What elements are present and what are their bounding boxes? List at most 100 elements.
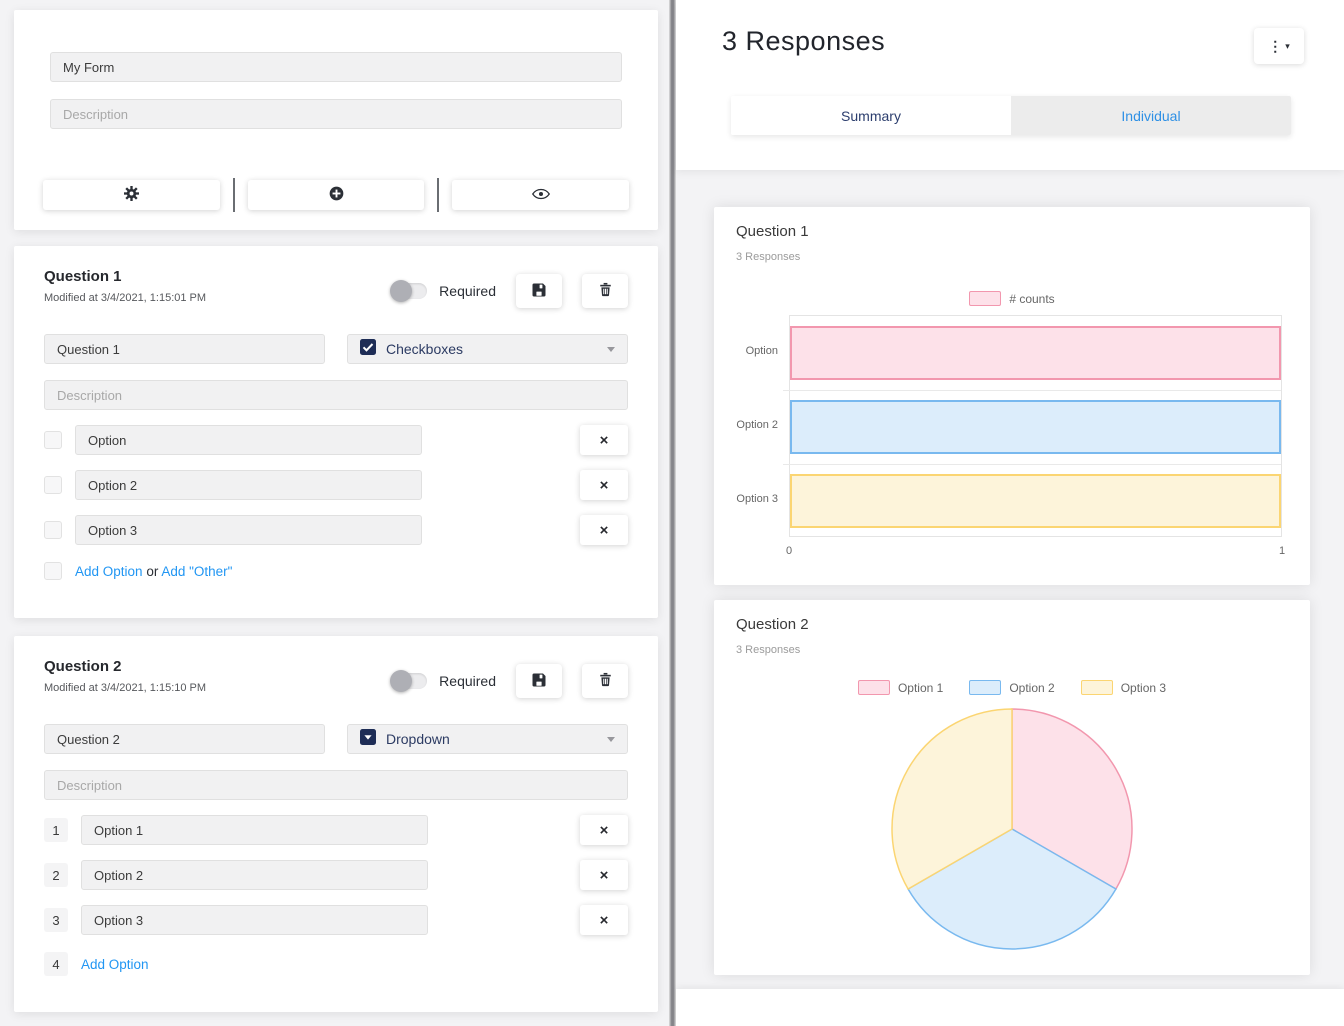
add-option-link[interactable]: Add Option — [81, 956, 149, 972]
add-option-row: Add Option or Add "Other" — [44, 562, 628, 580]
question-modified-timestamp: Modified at 3/4/2021, 1:15:10 PM — [44, 682, 207, 694]
legend-item[interactable]: Option 3 — [1080, 680, 1166, 695]
legend-swatch — [969, 291, 1002, 306]
bar-row — [790, 464, 1281, 538]
option-row: 3 × — [44, 905, 628, 935]
option-checkbox[interactable] — [44, 562, 62, 580]
preview-button[interactable] — [452, 180, 630, 210]
question-card-1: Question 1 Modified at 3/4/2021, 1:15:01… — [14, 246, 658, 618]
responses-tabs: Summary Individual — [731, 96, 1291, 135]
question-heading: Question 1 — [44, 268, 122, 285]
save-question-button[interactable] — [516, 664, 562, 698]
legend-item[interactable]: Option 2 — [969, 680, 1055, 695]
trash-icon — [598, 282, 613, 300]
plus-circle-icon — [329, 186, 344, 204]
option-checkbox[interactable] — [44, 521, 62, 539]
question-type-value: Dropdown — [386, 731, 450, 747]
save-question-button[interactable] — [516, 274, 562, 308]
responses-header: 3 Responses ⋮ ▾ Summary Individual — [676, 0, 1344, 170]
responses-footer-strip — [676, 989, 1344, 1026]
option-row: 1 × — [44, 815, 628, 845]
bar-row — [790, 390, 1281, 464]
question-description-input[interactable] — [44, 380, 628, 410]
chevron-down-icon — [607, 346, 615, 352]
pie-slice[interactable] — [891, 708, 1013, 891]
pie-slice[interactable] — [907, 828, 1117, 950]
responses-title: 3 Responses — [722, 26, 886, 56]
legend-swatch — [969, 680, 1002, 695]
question1-summary-card: Question 1 3 Responses # counts Option O… — [714, 207, 1310, 585]
add-other-link[interactable]: Add "Other" — [161, 563, 233, 579]
required-toggle[interactable] — [390, 280, 428, 302]
option-input[interactable] — [81, 815, 428, 845]
option-input[interactable] — [81, 905, 428, 935]
chevron-down-icon — [607, 736, 615, 742]
tab-individual[interactable]: Individual — [1011, 96, 1291, 135]
toggle-knob — [390, 670, 413, 692]
gridline — [783, 464, 1281, 465]
panel-splitter[interactable] — [669, 0, 676, 1026]
option-input[interactable] — [75, 425, 422, 455]
required-label: Required — [439, 673, 496, 689]
delete-question-button[interactable] — [582, 664, 628, 698]
question-title-input[interactable] — [44, 334, 325, 364]
remove-option-button[interactable]: × — [580, 905, 628, 935]
remove-option-button[interactable]: × — [580, 515, 628, 545]
option-row: × — [44, 470, 628, 500]
form-description-input[interactable] — [50, 99, 622, 129]
add-question-button[interactable] — [247, 180, 425, 210]
legend-item[interactable]: # counts — [969, 291, 1055, 306]
pie-slice[interactable] — [1011, 708, 1133, 891]
form-header-card — [14, 10, 658, 230]
toolbar-divider — [437, 178, 440, 212]
gear-icon — [123, 186, 139, 204]
form-builder-panel: Question 1 Modified at 3/4/2021, 1:15:01… — [0, 0, 670, 1026]
remove-option-button[interactable]: × — [580, 860, 628, 890]
chart-title: Question 2 — [736, 616, 809, 633]
tab-summary[interactable]: Summary — [731, 96, 1011, 135]
y-axis-label: Option 2 — [736, 419, 778, 431]
option-checkbox[interactable] — [44, 476, 62, 494]
eye-icon — [531, 188, 550, 203]
remove-option-button[interactable]: × — [580, 470, 628, 500]
bar — [790, 400, 1281, 454]
question-description-input[interactable] — [44, 770, 628, 800]
option-row: 2 × — [44, 860, 628, 890]
option-number: 3 — [44, 908, 68, 932]
bar-chart-plot-area[interactable] — [783, 315, 1282, 538]
checkbox-checked-icon — [360, 338, 376, 360]
remove-option-button[interactable]: × — [580, 425, 628, 455]
responses-menu-button[interactable]: ⋮ ▾ — [1254, 28, 1304, 64]
option-input[interactable] — [75, 470, 422, 500]
legend-swatch — [1080, 680, 1113, 695]
delete-question-button[interactable] — [582, 274, 628, 308]
option-checkbox[interactable] — [44, 431, 62, 449]
settings-button[interactable] — [43, 180, 220, 210]
remove-option-button[interactable]: × — [580, 815, 628, 845]
question-modified-timestamp: Modified at 3/4/2021, 1:15:01 PM — [44, 292, 207, 304]
legend-item[interactable]: Option 1 — [857, 680, 944, 695]
question-type-select[interactable]: Checkboxes — [347, 334, 628, 364]
question2-summary-card: Question 2 3 Responses Option 1 Option 2… — [714, 600, 1310, 975]
option-row: × — [44, 515, 628, 545]
save-icon — [531, 282, 547, 301]
option-number: 1 — [44, 818, 68, 842]
toolbar-divider — [232, 178, 235, 212]
option-input[interactable] — [75, 515, 422, 545]
y-axis-label: Option 3 — [736, 493, 778, 505]
gridline — [783, 390, 1281, 391]
required-toggle[interactable] — [390, 670, 428, 692]
question-card-2: Question 2 Modified at 3/4/2021, 1:15:10… — [14, 636, 658, 1012]
question-title-input[interactable] — [44, 724, 325, 754]
bar — [790, 474, 1281, 528]
chart-subtitle: 3 Responses — [736, 251, 801, 263]
pie-chart[interactable] — [887, 704, 1137, 954]
add-option-row: 4 Add Option — [44, 952, 628, 976]
legend-label: Option 1 — [897, 680, 944, 695]
form-title-input[interactable] — [50, 52, 622, 82]
add-option-link[interactable]: Add Option — [75, 563, 143, 579]
option-input[interactable] — [81, 860, 428, 890]
question-type-select[interactable]: Dropdown — [347, 724, 628, 754]
option-row: × — [44, 425, 628, 455]
option-number: 2 — [44, 863, 68, 887]
